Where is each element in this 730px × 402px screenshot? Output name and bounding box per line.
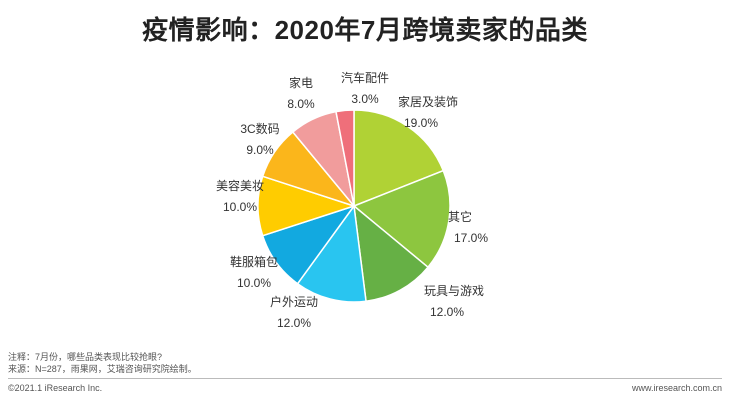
slice-category-label: 美容美妆 <box>216 178 264 193</box>
footer-divider <box>8 378 722 379</box>
slice-value-label: 3.0% <box>351 92 379 106</box>
pie-slice <box>296 204 367 303</box>
slice-value-label: 12.0% <box>430 305 464 319</box>
website-text: www.iresearch.com.cn <box>631 383 722 393</box>
pie-slice <box>353 109 445 208</box>
chart-title: 疫情影响：2020年7月跨境卖家的品类 <box>142 15 588 45</box>
slice-category-label: 户外运动 <box>270 294 318 309</box>
slice-category-label: 家电 <box>289 75 313 90</box>
slice-category-label: 玩具与游戏 <box>424 284 484 298</box>
pie-slice <box>335 109 355 207</box>
chart-notes: 注释：7月份，哪些品类表现比较抢眼? 来源：N=287，雨果网，艾瑞咨询研究院绘… <box>8 351 197 375</box>
copyright-text: ©2021.1 iResearch Inc. <box>8 383 103 393</box>
pie-slice <box>352 169 451 269</box>
source-line: 来源：N=287，雨果网，艾瑞咨询研究院绘制。 <box>8 364 197 374</box>
slice-value-label: 10.0% <box>237 276 271 290</box>
slice-value-label: 10.0% <box>223 200 257 214</box>
slice-category-label: 鞋服箱包 <box>230 254 278 269</box>
slice-value-label: 9.0% <box>246 143 274 157</box>
pie-slice <box>353 204 430 303</box>
slice-category-label: 其它 <box>448 209 472 224</box>
slice-value-label: 12.0% <box>277 316 311 330</box>
slice-value-label: 8.0% <box>287 97 315 111</box>
slice-value-label: 17.0% <box>454 231 488 245</box>
slice-value-label: 19.0% <box>404 116 438 130</box>
slice-category-label: 3C数码 <box>240 121 279 136</box>
slice-category-label: 家居及装饰 <box>398 94 458 109</box>
note-line: 注释：7月份，哪些品类表现比较抢眼? <box>8 352 163 362</box>
slice-category-label: 汽车配件 <box>341 70 389 85</box>
